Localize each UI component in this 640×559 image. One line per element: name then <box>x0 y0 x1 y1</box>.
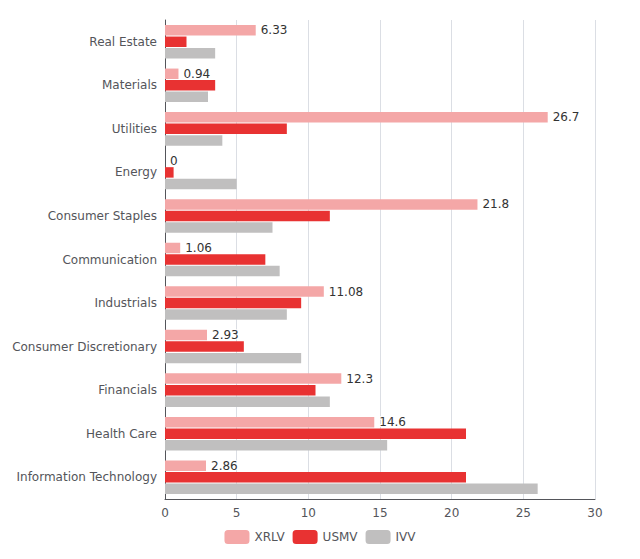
svg-text:20: 20 <box>444 506 459 520</box>
svg-text:0.94: 0.94 <box>183 67 210 81</box>
svg-text:XRLV: XRLV <box>254 530 285 544</box>
svg-text:6.33: 6.33 <box>261 23 288 37</box>
svg-text:10: 10 <box>301 506 316 520</box>
svg-text:Consumer Discretionary: Consumer Discretionary <box>12 340 157 354</box>
svg-text:14.6: 14.6 <box>379 415 406 429</box>
svg-text:0: 0 <box>170 154 178 168</box>
svg-text:Materials: Materials <box>102 78 157 92</box>
svg-text:Health Care: Health Care <box>86 427 157 441</box>
svg-text:12.3: 12.3 <box>346 372 373 386</box>
svg-text:Information Technology: Information Technology <box>17 470 158 484</box>
svg-text:Utilities: Utilities <box>112 122 157 136</box>
svg-text:Energy: Energy <box>115 165 157 179</box>
svg-text:0: 0 <box>161 506 169 520</box>
svg-text:2.93: 2.93 <box>212 328 239 342</box>
svg-text:21.8: 21.8 <box>482 197 509 211</box>
svg-text:26.7: 26.7 <box>553 110 580 124</box>
svg-text:5: 5 <box>233 506 241 520</box>
svg-text:30: 30 <box>587 506 602 520</box>
svg-text:1.06: 1.06 <box>185 241 212 255</box>
svg-text:USMV: USMV <box>323 530 359 544</box>
svg-text:Communication: Communication <box>62 253 157 267</box>
svg-text:Industrials: Industrials <box>94 296 157 310</box>
svg-text:Consumer Staples: Consumer Staples <box>48 209 157 223</box>
svg-text:25: 25 <box>516 506 531 520</box>
svg-text:11.08: 11.08 <box>329 285 363 299</box>
svg-text:Financials: Financials <box>98 383 157 397</box>
svg-text:IVV: IVV <box>396 530 417 544</box>
svg-text:Real Estate: Real Estate <box>89 35 157 49</box>
svg-text:15: 15 <box>372 506 387 520</box>
svg-text:2.86: 2.86 <box>211 459 238 473</box>
